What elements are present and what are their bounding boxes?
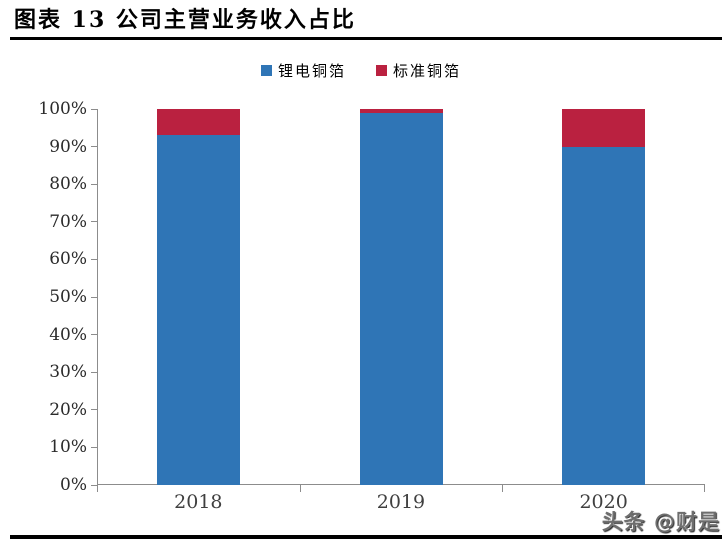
x-axis-tick	[704, 485, 705, 492]
y-axis-tick-label: 40%	[49, 324, 87, 345]
y-axis-tick	[91, 108, 97, 110]
y-axis-tick-label: 70%	[49, 211, 87, 232]
y-axis-tick-label: 50%	[49, 287, 87, 307]
x-axis-tick	[97, 485, 98, 492]
figure-title: 图表 13 公司主营业务收入占比	[14, 7, 356, 33]
x-axis-label: 2020	[579, 491, 628, 513]
bar-segment	[359, 112, 443, 485]
bar-segment	[156, 135, 240, 485]
bottom-divider-rule	[10, 535, 722, 539]
y-axis-tick	[91, 296, 97, 298]
x-axis-label: 2019	[376, 491, 426, 513]
plot-area: 0% 10% 20% 30% 40% 50% 60% 70% 80% 90% 100% 2018 201…	[38, 100, 705, 513]
y-axis-tick-label: 0%	[60, 475, 87, 495]
legend-label: 锂电铜箔	[277, 61, 346, 80]
chart-legend: 锂电铜箔 标准铜箔	[0, 60, 722, 80]
legend-label: 标准铜箔	[393, 61, 462, 80]
legend-swatch-icon	[376, 64, 387, 76]
y-axis-tick-label: 10%	[49, 437, 87, 458]
y-axis-tick	[91, 183, 97, 185]
y-axis-tick	[91, 258, 97, 260]
y-axis-tick	[91, 334, 97, 336]
y-axis-tick-label: 80%	[49, 174, 87, 195]
watermark-text: 头条 @财是	[601, 510, 720, 534]
y-axis-line	[97, 109, 98, 485]
legend-item: 锂电铜箔	[260, 60, 346, 81]
y-axis-tick	[91, 484, 97, 486]
y-axis-tick-label: 100%	[38, 99, 87, 119]
y-axis-tick	[91, 409, 97, 411]
y-axis-tick	[91, 371, 97, 373]
bar-segment	[562, 109, 646, 147]
x-axis-label: 2018	[174, 491, 223, 513]
legend-item: 标准铜箔	[376, 60, 461, 81]
y-axis-tick	[91, 446, 97, 448]
bar-segment	[359, 109, 443, 113]
x-axis-tick	[299, 485, 301, 492]
title-divider-rule	[10, 37, 722, 40]
y-axis-tick	[91, 221, 97, 223]
x-axis-tick	[502, 485, 504, 492]
y-axis-tick-label: 90%	[49, 136, 87, 157]
y-axis-tick-label: 20%	[49, 399, 87, 420]
bar-segment	[156, 109, 240, 136]
bar-segment	[562, 146, 646, 485]
y-axis-tick-label: 60%	[49, 249, 87, 270]
y-axis-tick	[91, 146, 97, 148]
legend-swatch-icon	[260, 64, 272, 76]
y-axis-tick-label: 30%	[49, 362, 87, 383]
